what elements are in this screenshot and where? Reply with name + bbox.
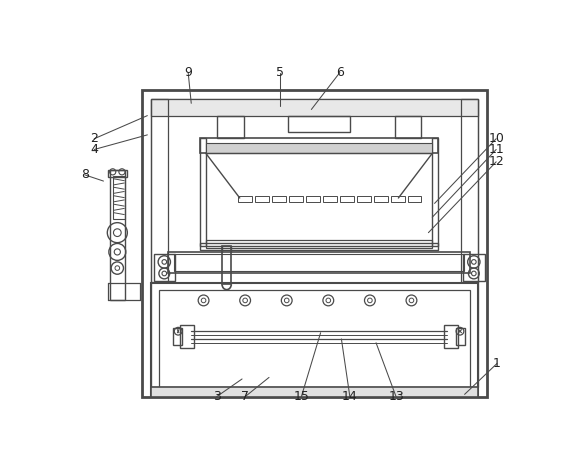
Bar bbox=[444, 325, 457, 348]
Bar bbox=[200, 138, 206, 246]
Text: 10: 10 bbox=[488, 132, 504, 145]
Text: 6: 6 bbox=[336, 66, 344, 79]
Bar bbox=[306, 196, 320, 202]
Bar bbox=[206, 240, 432, 248]
Bar bbox=[407, 196, 421, 202]
Text: 13: 13 bbox=[388, 390, 404, 403]
Bar bbox=[159, 290, 470, 390]
Bar bbox=[395, 116, 421, 138]
Bar bbox=[463, 254, 485, 281]
Text: 8: 8 bbox=[81, 169, 89, 181]
Bar bbox=[200, 138, 438, 153]
Bar bbox=[142, 90, 487, 397]
Bar bbox=[323, 196, 337, 202]
Text: 3: 3 bbox=[212, 390, 221, 403]
Bar bbox=[340, 196, 354, 202]
Bar bbox=[288, 116, 350, 132]
Bar bbox=[151, 100, 478, 116]
Text: 7: 7 bbox=[241, 390, 249, 403]
Text: 1: 1 bbox=[493, 357, 501, 370]
Text: 12: 12 bbox=[488, 155, 504, 169]
Text: 5: 5 bbox=[276, 66, 284, 79]
Bar bbox=[108, 169, 126, 177]
Bar bbox=[461, 100, 478, 282]
Bar bbox=[272, 196, 286, 202]
Text: 15: 15 bbox=[293, 390, 309, 403]
Bar bbox=[151, 283, 478, 397]
Bar bbox=[154, 254, 175, 281]
Bar bbox=[217, 116, 244, 138]
Bar bbox=[151, 387, 478, 397]
Bar bbox=[168, 252, 470, 274]
Bar bbox=[255, 196, 269, 202]
Bar bbox=[200, 244, 438, 250]
Bar bbox=[222, 246, 231, 284]
Text: 11: 11 bbox=[488, 143, 504, 156]
Bar bbox=[173, 328, 182, 345]
Bar bbox=[374, 196, 388, 202]
Bar bbox=[180, 325, 194, 348]
Bar bbox=[238, 196, 252, 202]
Text: 9: 9 bbox=[184, 66, 192, 79]
Bar bbox=[206, 143, 432, 153]
Bar bbox=[357, 196, 371, 202]
Bar bbox=[289, 196, 303, 202]
Text: 4: 4 bbox=[90, 143, 98, 156]
Bar bbox=[174, 254, 464, 271]
Bar bbox=[113, 176, 125, 219]
Bar bbox=[151, 100, 478, 388]
Text: 14: 14 bbox=[342, 390, 358, 403]
Bar bbox=[109, 169, 125, 300]
Text: 2: 2 bbox=[90, 132, 98, 145]
Bar bbox=[456, 328, 466, 345]
Bar bbox=[151, 100, 168, 282]
Bar bbox=[391, 196, 404, 202]
Bar bbox=[432, 138, 438, 246]
